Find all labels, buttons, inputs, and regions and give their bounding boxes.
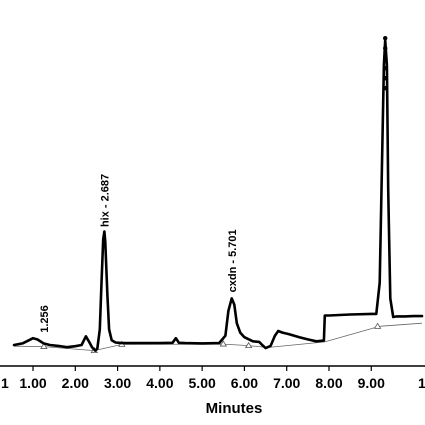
x-tick-label: 2.00 bbox=[62, 375, 89, 391]
baseline-marker bbox=[244, 341, 253, 349]
peak-apex-marker bbox=[383, 46, 388, 51]
peak-label: hix - 2.687 bbox=[99, 174, 111, 227]
peak-apex-marker bbox=[383, 76, 388, 81]
x-tick-label: 3.00 bbox=[104, 375, 131, 391]
x-tick-label: 5.00 bbox=[189, 375, 216, 391]
baseline-marker bbox=[40, 342, 48, 349]
x-tick-label: 1.00 bbox=[19, 375, 46, 391]
baseline-marker bbox=[219, 340, 227, 347]
chromatogram-trace bbox=[12, 38, 424, 352]
peak-label: cxdn - 5.701 bbox=[227, 229, 239, 292]
x-tick-label: 9.00 bbox=[358, 375, 385, 391]
x-axis-ticks: 1.00 2.00 3.00 4.00 5.00 6.00 7.00 8.00 9.00 1 1 bbox=[1, 366, 425, 391]
trace-layer bbox=[12, 38, 424, 352]
peak-apex-marker bbox=[383, 86, 388, 91]
x-tick-label-partial-right: 1 bbox=[418, 375, 425, 391]
peak-apex-marker bbox=[383, 36, 388, 41]
peak-label: 1.256 bbox=[39, 305, 51, 333]
peak-apex-marker bbox=[383, 66, 388, 71]
baseline-layer bbox=[13, 322, 423, 353]
peak-apex-marker bbox=[383, 56, 388, 61]
x-tick-label: 7.00 bbox=[273, 375, 300, 391]
x-tick-label-partial-left: 1 bbox=[1, 375, 9, 391]
x-tick-label: 6.00 bbox=[231, 375, 258, 391]
x-tick-label: 8.00 bbox=[315, 375, 342, 391]
baseline-marker bbox=[373, 322, 382, 329]
x-axis-title: Minutes bbox=[206, 400, 263, 417]
peak-labels: 1.256 hix - 2.687 cxdn - 5.701 bbox=[39, 36, 388, 333]
integration-baseline bbox=[13, 322, 423, 352]
x-tick-label: 4.00 bbox=[146, 375, 173, 391]
